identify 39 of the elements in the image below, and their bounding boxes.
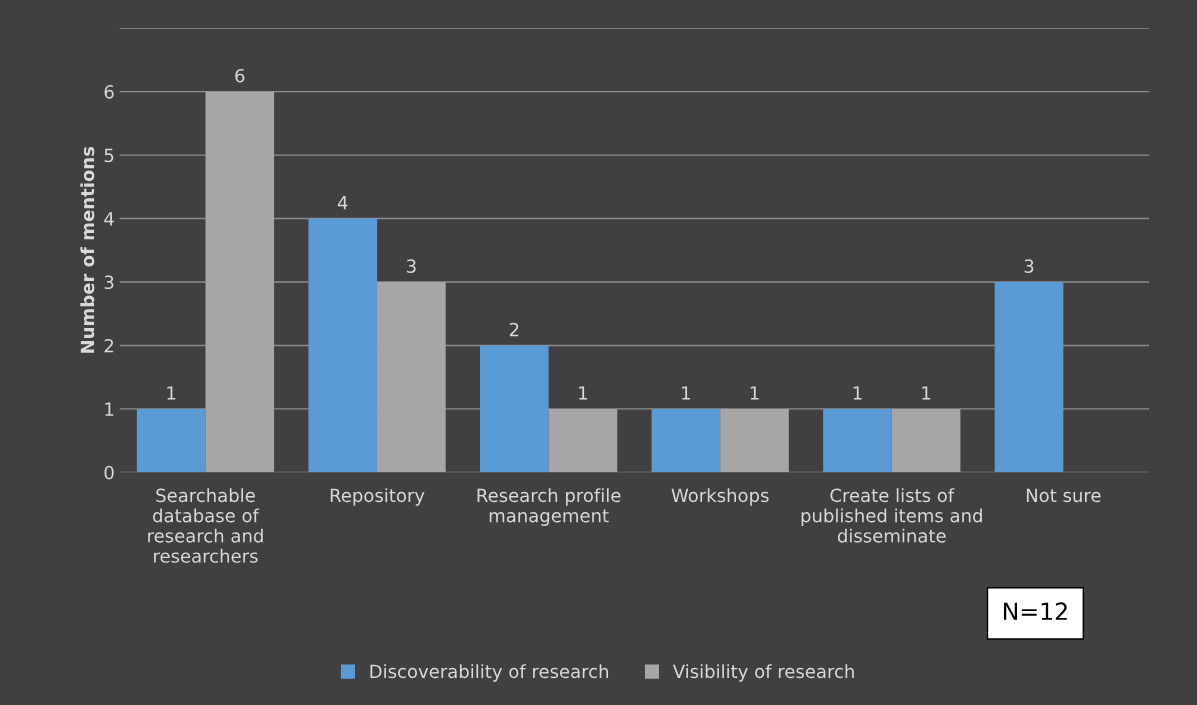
bar: [548, 408, 618, 473]
data-label: 1: [167, 386, 176, 400]
x-tick-label: Not sure: [1026, 488, 1101, 503]
y-axis-title: Number of mentions: [80, 146, 95, 353]
y-tick-label: 4: [104, 212, 114, 226]
y-tick-label: 2: [104, 338, 114, 353]
y-tick-label: 6: [104, 85, 114, 99]
text: N=12: [1003, 602, 1067, 620]
y-tick-label: 3: [104, 275, 114, 290]
x-tick-label: Searchable database of research and researchers: [148, 488, 263, 563]
x-tick-label: Repository: [330, 488, 425, 506]
legend-label: Visibility of research: [672, 664, 854, 682]
y-tick-label: 0: [104, 465, 114, 480]
bar: [308, 218, 378, 473]
data-label: 3: [1024, 259, 1034, 273]
bar: [651, 408, 721, 473]
bar: [205, 91, 275, 473]
data-label: 3: [407, 259, 416, 273]
legend-label: Discoverability of research: [370, 664, 609, 682]
x-tick-label: Research profile management: [477, 488, 621, 526]
bar: [891, 408, 961, 473]
y-tick-label: 1: [105, 402, 114, 416]
y-tick-label: 5: [104, 148, 114, 163]
data-label: 1: [750, 386, 759, 400]
bar: [480, 345, 549, 473]
data-label: 6: [235, 68, 245, 83]
bar: [823, 408, 892, 473]
data-label: 1: [579, 386, 588, 400]
data-label: 4: [337, 196, 348, 210]
bar: [994, 282, 1064, 473]
bar: [720, 408, 789, 473]
bar: [136, 408, 206, 473]
bar: [377, 282, 446, 473]
data-label: 2: [509, 322, 519, 337]
data-label: 1: [853, 386, 862, 400]
x-tick-label: Workshops: [671, 488, 769, 506]
data-label: 1: [922, 386, 931, 400]
x-tick-label: Create lists of published items and disseminate: [801, 488, 982, 543]
data-label: 1: [682, 386, 690, 400]
